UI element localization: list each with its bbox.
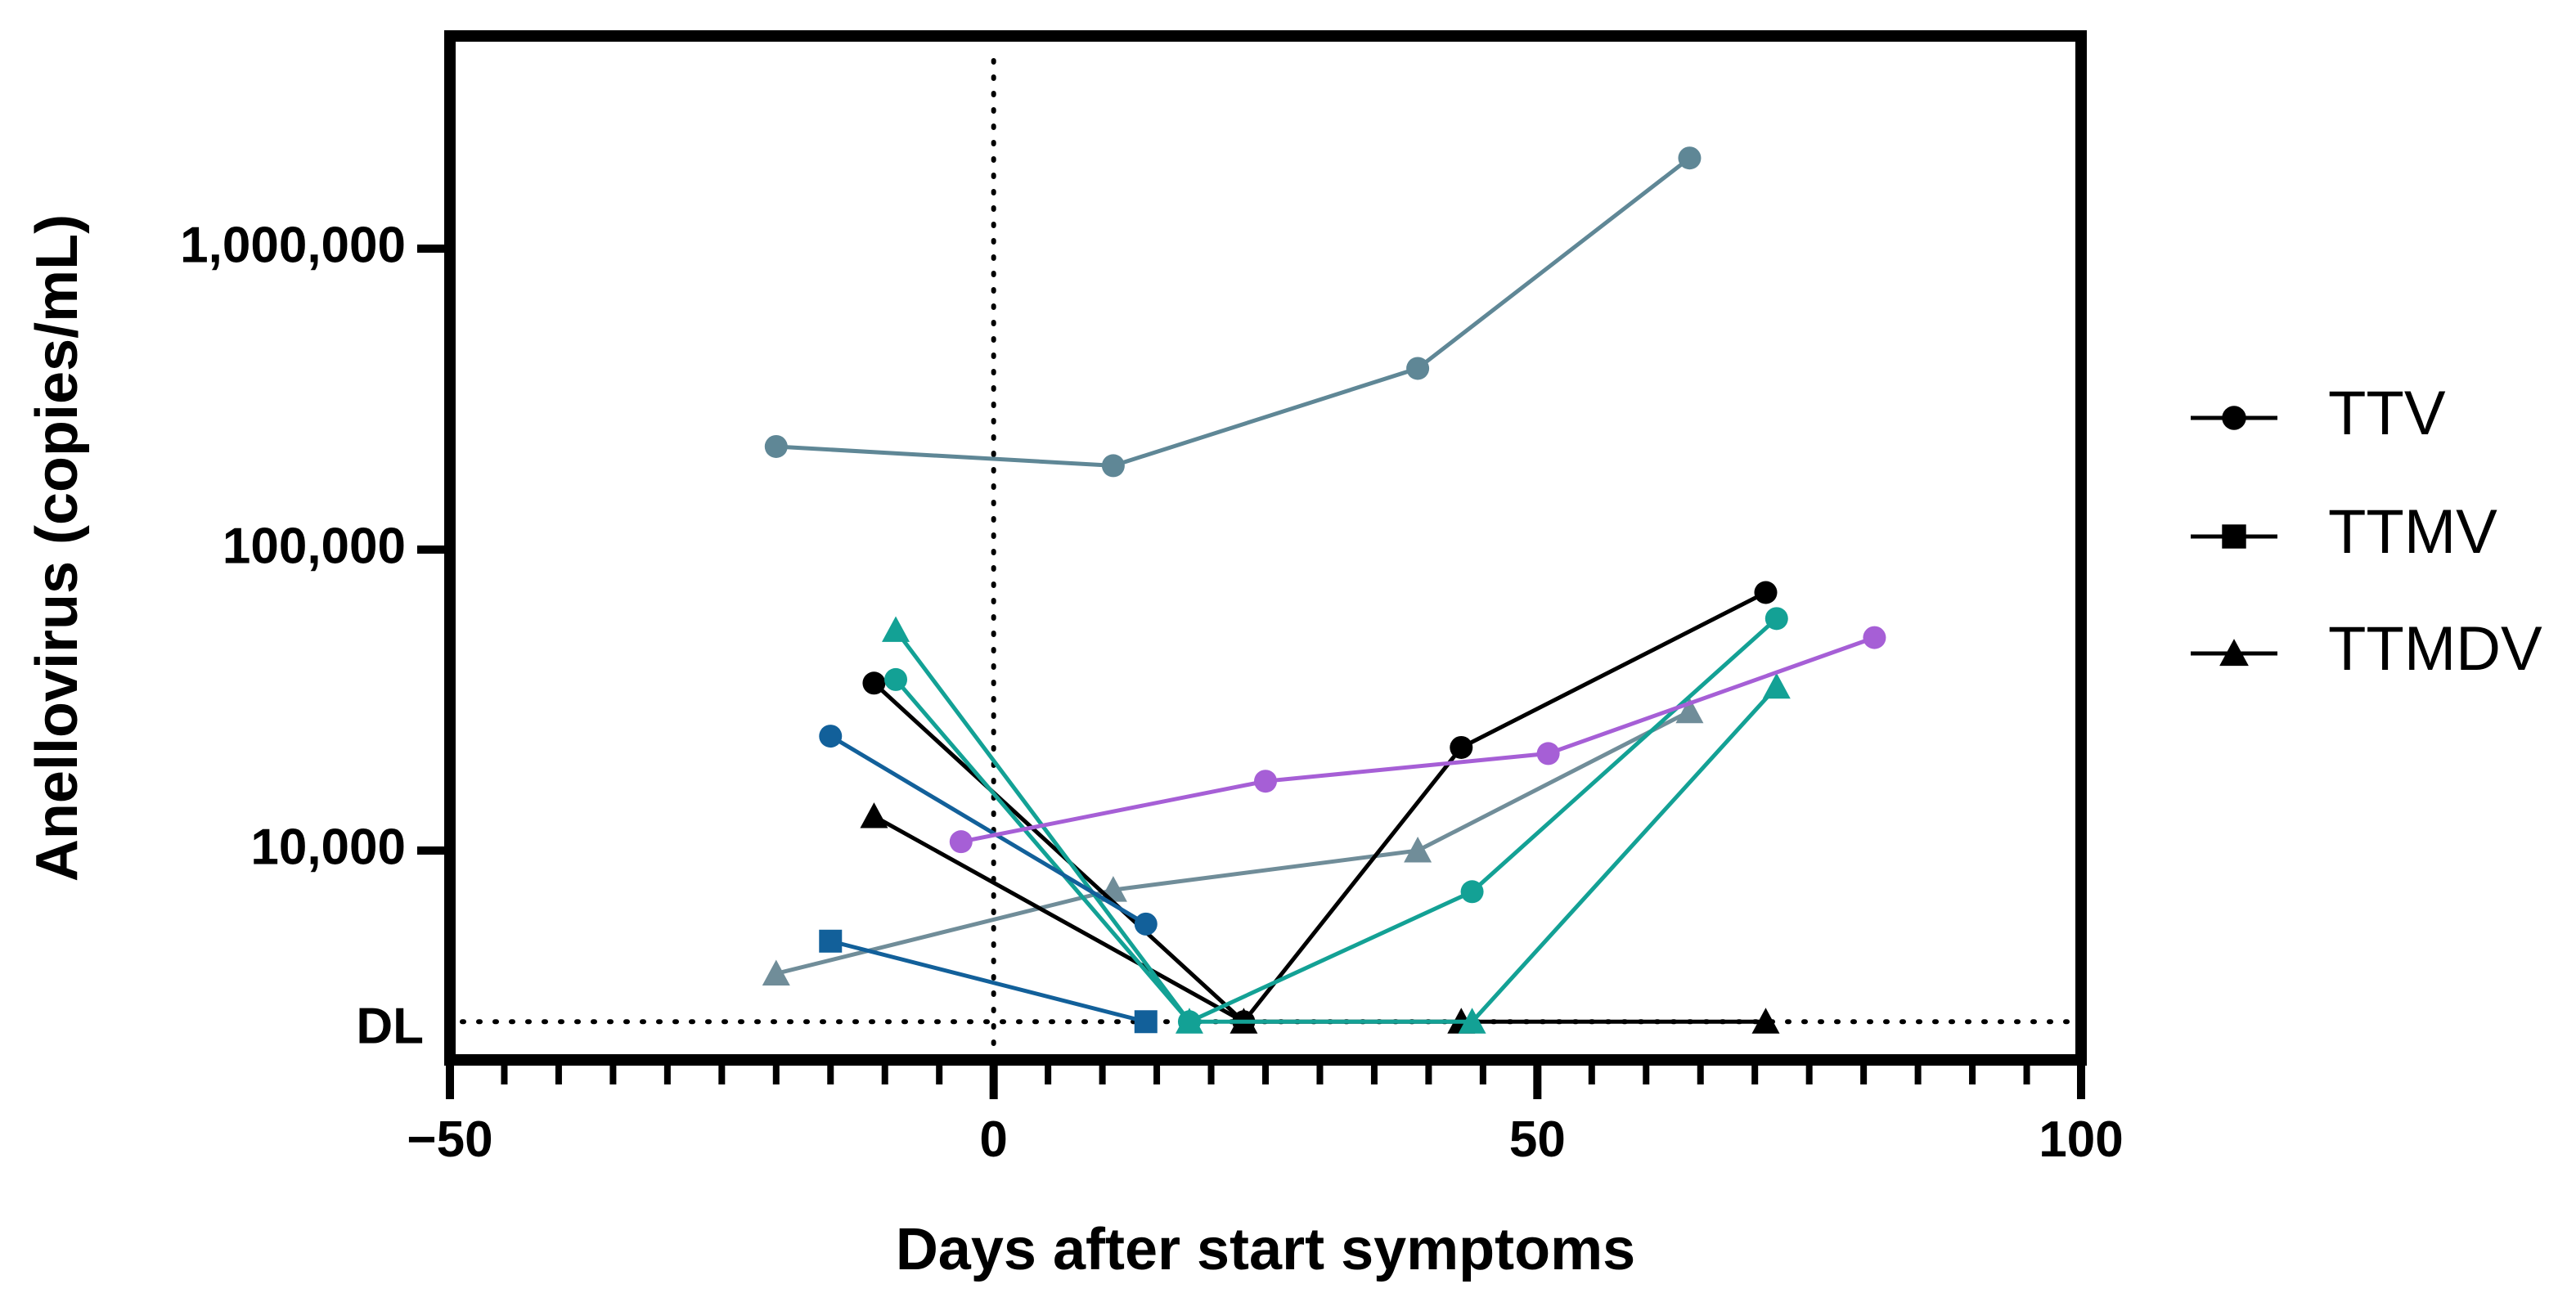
- data-point-circle: [884, 667, 908, 691]
- legend: TTV TTMV TTMDV: [2191, 379, 2542, 684]
- series-layer: [762, 146, 1886, 1034]
- data-point-triangle: [1751, 1008, 1780, 1034]
- data-point-circle: [1254, 770, 1277, 793]
- series-ttv: [862, 581, 1778, 1034]
- detection-limit-label: DL: [356, 998, 424, 1054]
- plot-frame: [444, 30, 2087, 1066]
- data-point-circle: [819, 725, 843, 748]
- series-ttv: [884, 607, 1788, 1034]
- legend-item-ttv: TTV: [2191, 379, 2446, 448]
- series-ttmdv: [762, 697, 1704, 985]
- data-point-square: [1134, 1010, 1158, 1034]
- x-tick-label: 50: [1509, 1111, 1566, 1168]
- data-point-triangle: [1675, 697, 1704, 724]
- data-point-circle: [1134, 912, 1158, 936]
- y-tick-label: 100,000: [223, 518, 406, 574]
- y-axis-title: Anellovirus (copies/mL): [25, 214, 90, 882]
- data-point-circle: [764, 434, 788, 458]
- x-tick-label: 0: [979, 1111, 1007, 1168]
- data-point-triangle: [1404, 837, 1432, 863]
- data-point-circle: [949, 830, 973, 854]
- data-point-circle: [1765, 607, 1788, 631]
- data-point-circle: [1101, 454, 1125, 478]
- legend-item-ttmv: TTMV: [2191, 497, 2497, 567]
- data-point-circle: [1406, 357, 1430, 380]
- x-tick-label: −50: [407, 1111, 492, 1168]
- series-line: [829, 939, 1147, 1024]
- series-line: [960, 635, 1876, 844]
- y-tick-label: 1,000,000: [180, 217, 406, 273]
- series-ttmv: [819, 929, 1158, 1034]
- y-tick-label: 10,000: [250, 819, 406, 875]
- data-point-circle: [1460, 880, 1484, 904]
- legend-label: TTMV: [2328, 497, 2497, 567]
- data-point-circle: [862, 671, 886, 695]
- data-point-circle: [1754, 581, 1778, 604]
- series-ttv: [764, 146, 1702, 478]
- legend-label: TTV: [2328, 379, 2446, 448]
- data-point-triangle: [762, 959, 790, 985]
- data-point-triangle: [860, 802, 888, 828]
- series-ttv: [819, 725, 1158, 936]
- legend-label: TTMDV: [2328, 614, 2542, 684]
- x-axis: −50 0 50 100: [407, 1060, 2124, 1168]
- legend-marker-circle: [2222, 406, 2246, 430]
- data-point-circle: [1863, 626, 1886, 649]
- y-axis: 10,000 100,000 1,000,000: [180, 217, 450, 875]
- data-point-triangle: [1175, 1008, 1203, 1034]
- data-point-circle: [1450, 735, 1473, 759]
- series-line: [775, 156, 1691, 468]
- data-point-triangle: [1762, 672, 1791, 699]
- series-line: [894, 617, 1778, 1024]
- data-point-triangle: [1458, 1008, 1486, 1034]
- series-line: [829, 734, 1148, 926]
- legend-marker-square: [2222, 524, 2246, 549]
- legend-marker-triangle: [2219, 639, 2249, 667]
- series-line: [775, 709, 1691, 976]
- legend-item-ttmdv: TTMDV: [2191, 614, 2542, 684]
- data-point-circle: [1536, 742, 1560, 765]
- x-tick-label: 100: [2039, 1111, 2123, 1168]
- data-point-circle: [1678, 146, 1702, 170]
- data-point-triangle: [882, 616, 910, 642]
- series-ttv: [949, 626, 1886, 854]
- series-line: [872, 590, 1767, 1024]
- x-axis-title: Days after start symptoms: [896, 1217, 1635, 1282]
- data-point-square: [819, 929, 843, 953]
- reference-lines: [460, 58, 2075, 1056]
